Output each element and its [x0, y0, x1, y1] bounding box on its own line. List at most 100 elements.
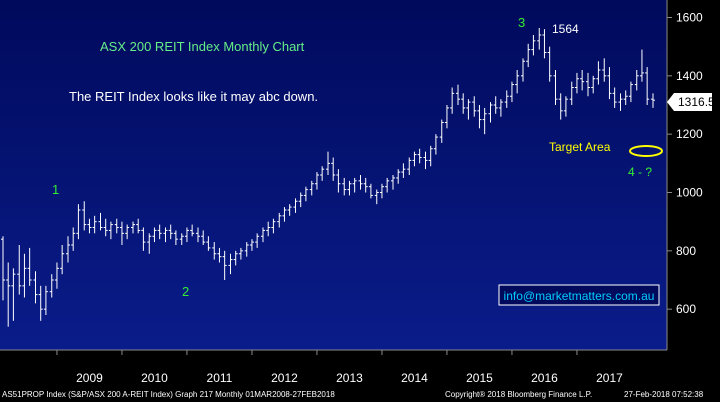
ohlc-bar	[87, 218, 92, 234]
ohlc-bar	[574, 72, 579, 94]
ohlc-bar	[374, 189, 379, 205]
wave-label-2: 2	[182, 284, 189, 299]
x-tick-label: 2011	[207, 371, 233, 385]
ohlc-bar	[450, 87, 455, 114]
ohlc-bar	[119, 221, 124, 245]
y-tick-label: 1600	[676, 11, 703, 25]
ohlc-bar	[428, 145, 433, 167]
ohlc-bar	[43, 285, 48, 315]
website-link[interactable]: info@marketmatters.com.au	[504, 289, 655, 303]
ohlc-bar	[537, 28, 542, 50]
price-bars	[1, 28, 655, 327]
ohlc-bar	[379, 183, 384, 199]
ohlc-bar	[249, 239, 254, 251]
ohlc-bar	[54, 262, 59, 289]
ohlc-bar	[363, 177, 368, 193]
ohlc-bar	[238, 247, 243, 260]
ohlc-bar	[526, 43, 531, 68]
ohlc-bar	[277, 212, 282, 228]
ohlc-bar	[607, 67, 612, 100]
x-tick-label: 2009	[76, 371, 103, 385]
ohlc-bar	[412, 151, 417, 167]
wave-label-4: 4 - ?	[628, 165, 652, 179]
ohlc-bar	[342, 177, 347, 196]
footer: AS51PROP Index (S&P/ASX 200 A-REIT Index…	[0, 388, 720, 402]
ohlc-bar	[71, 227, 76, 251]
ohlc-bar	[320, 166, 325, 181]
ohlc-bar	[461, 93, 466, 114]
ohlc-bar	[336, 169, 341, 193]
ohlc-bar	[634, 70, 639, 91]
ohlc-bar	[125, 224, 130, 240]
ohlc-bar	[542, 29, 547, 59]
ohlc-bar	[602, 58, 607, 82]
ohlc-bar	[558, 93, 563, 120]
x-axis-panel	[0, 350, 720, 388]
y-tick-label: 1400	[676, 69, 703, 83]
ohlc-bar	[228, 253, 233, 275]
ohlc-bar	[358, 175, 363, 190]
ohlc-bar	[504, 90, 509, 108]
ohlc-bar	[190, 224, 195, 237]
peak-label: 1564	[552, 22, 579, 36]
x-axis-labels: 2009 2010 2011 2012 2013 2014 2015 2016 2017	[56, 350, 623, 385]
ohlc-bar	[298, 192, 303, 208]
footer-timestamp: 27-Feb-2018 07:52:38	[624, 390, 704, 399]
chart-annotation: The REIT Index looks like it may abc dow…	[69, 89, 318, 104]
ohlc-bar	[612, 87, 617, 108]
ohlc-bar	[628, 81, 633, 103]
ohlc-bar	[66, 236, 70, 263]
x-tick-label: 2010	[141, 371, 168, 385]
ohlc-bar	[326, 151, 330, 175]
ohlc-bar	[22, 253, 27, 298]
ohlc-bar	[547, 46, 552, 82]
ohlc-bar	[152, 227, 157, 243]
wave-label-3: 3	[518, 15, 525, 30]
ohlc-bar	[563, 96, 568, 117]
ohlc-bar	[163, 227, 168, 243]
ohlc-bar	[103, 218, 108, 237]
ohlc-bar	[439, 119, 444, 143]
ohlc-bar	[401, 163, 406, 178]
ohlc-bar	[521, 58, 525, 82]
ohlc-bar	[131, 221, 135, 234]
ohlc-bar	[173, 230, 178, 245]
ohlc-bar	[212, 242, 217, 260]
ohlc-bar	[385, 177, 390, 193]
ohlc-bar	[76, 204, 81, 240]
y-tick-label: 1200	[676, 127, 703, 141]
ohlc-bar	[488, 102, 493, 123]
ohlc-bar	[266, 221, 271, 237]
ohlc-bar	[206, 236, 211, 251]
ohlc-bar	[347, 180, 352, 196]
ohlc-bar	[580, 70, 585, 91]
ohlc-bar	[423, 151, 428, 170]
ohlc-bar	[618, 93, 623, 111]
y-tick-label: 600	[676, 302, 696, 316]
x-tick-label: 2013	[336, 371, 363, 385]
ohlc-bar	[444, 105, 449, 129]
ohlc-bar	[314, 172, 319, 190]
ohlc-bar	[433, 134, 438, 155]
ohlc-bar	[309, 180, 314, 196]
ohlc-bar	[282, 207, 287, 222]
ohlc-bar	[217, 247, 222, 263]
ohlc-bar	[352, 177, 357, 193]
ohlc-bar	[60, 245, 65, 275]
ohlc-bar	[482, 107, 487, 135]
ohlc-bar	[303, 186, 308, 202]
ohlc-bar	[391, 175, 395, 190]
target-area-label: Target Area	[549, 140, 611, 154]
ohlc-bar	[396, 169, 401, 184]
ohlc-bar	[168, 224, 173, 240]
ohlc-bar	[515, 70, 520, 94]
ohlc-bar	[651, 93, 655, 108]
ohlc-bar	[49, 274, 54, 298]
target-area-ellipse	[629, 145, 663, 157]
ohlc-bar	[179, 233, 184, 245]
ohlc-bar	[368, 183, 373, 199]
ohlc-bar	[6, 262, 11, 327]
ohlc-bar	[645, 67, 650, 105]
ohlc-bar	[553, 70, 558, 105]
